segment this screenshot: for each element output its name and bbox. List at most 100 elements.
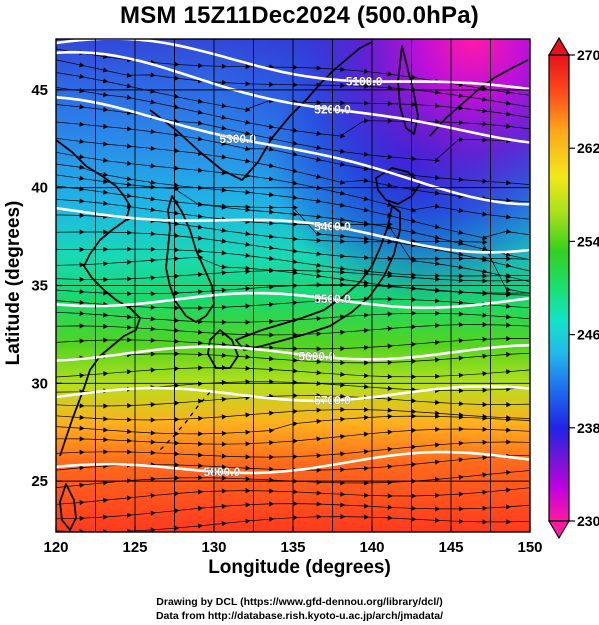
wind-arrowhead [482,455,488,461]
wind-arrowhead [79,88,85,94]
wind-arrowhead [268,146,275,152]
wind-arrowhead [506,519,512,525]
wind-arrowhead [506,427,512,433]
wind-arrowhead [411,374,417,380]
wind-arrowhead [482,268,488,274]
wind-arrowhead [174,75,180,81]
wind-arrowhead [435,288,441,294]
wind-arrowhead [127,528,133,532]
wind-arrowhead [340,269,346,275]
wind-arrowhead [292,211,298,217]
wind-arrowhead [150,326,156,332]
wind-arrowhead [126,72,132,78]
wind-arrowhead [292,194,298,200]
wind-arrowhead [198,452,204,458]
wind-arrowhead [198,431,204,437]
wind-arrowhead [316,501,322,507]
wind-arrowhead [387,407,393,413]
wind-arrowhead [411,444,417,450]
wind-arrowhead [79,62,85,68]
wind-arrowhead [150,231,156,237]
wind-arrowhead [340,276,346,282]
wind-arrowhead [482,239,488,245]
wind-arrowhead [340,502,346,508]
wind-arrowhead [435,339,441,345]
wind-arrowhead [458,256,464,262]
wind-arrowhead [198,271,204,278]
wind-arrowhead [127,403,133,409]
wind-arrowhead [127,291,133,297]
wind-arrowhead [458,120,464,126]
wind-arrowhead [458,491,464,497]
wind-arrowhead [435,517,441,523]
wind-arrowhead [103,123,109,129]
wind-arrowhead [150,304,156,310]
wind-arrowhead [245,81,251,87]
wind-arrowhead [198,248,204,254]
wind-arrowhead [458,474,464,480]
wind-arrowhead [103,200,109,206]
wind-arrowhead [221,430,227,436]
wind-arrowhead [269,345,275,351]
wind-arrowhead [174,221,180,227]
wind-arrowhead [435,442,441,448]
wind-arrowhead [292,248,298,254]
wind-arrowhead [79,403,85,409]
wind-arrowhead [482,273,488,279]
wind-arrowhead [174,338,180,344]
wind-arrowhead [221,79,227,86]
wind-arrowhead [269,428,275,434]
wind-arrowhead [150,316,156,322]
wind-arrowhead [506,415,512,421]
wind-arrowhead [293,82,298,88]
wind-arrowhead [174,317,180,323]
wind-arrowhead [174,366,180,372]
wind-arrowhead [79,73,85,79]
wind-arrowhead [150,430,156,436]
wind-arrowhead [316,346,322,352]
wind-arrowhead [482,246,488,252]
wind-arrowhead [435,506,441,512]
wind-arrowhead [506,256,512,262]
wind-arrowhead [340,467,346,473]
colorbar-tick-label: 246 [577,327,599,343]
wind-arrowhead [506,322,512,328]
wind-arrowhead [387,118,393,124]
wind-arrowhead [79,414,85,421]
wind-arrowhead [245,441,251,447]
wind-arrowhead [268,163,275,169]
wind-arrowhead [292,221,298,227]
wind-arrowhead [340,480,346,486]
wind-arrowhead [245,146,251,152]
wind-arrowhead [505,228,512,234]
wind-arrowhead [458,93,464,99]
wind-arrowhead [268,176,275,182]
wind-arrowhead [79,262,85,268]
wind-arrowhead [103,497,109,503]
wind-arrowhead [434,89,441,95]
wind-arrowhead [410,229,417,235]
wind-arrowhead [174,233,180,239]
wind-arrowhead [506,123,512,129]
colorbar-ticks: 270 262 254 246 238 230 [569,47,599,529]
wind-arrowhead [435,426,441,432]
wind-arrowhead [434,203,441,209]
wind-arrowhead [340,66,346,72]
colorbar-body [548,54,570,522]
wind-arrowhead [316,268,322,274]
wind-arrowhead [482,439,488,445]
wind-arrowhead [127,230,133,236]
wind-arrowhead [506,402,512,408]
wind-arrowhead [197,98,204,104]
wind-arrowhead [387,504,393,510]
wind-arrowhead [316,453,322,459]
wind-arrowhead [458,388,464,394]
wind-arrowhead [150,476,156,482]
wind-arrowhead [505,273,512,279]
wind-arrowhead [102,92,109,98]
wind-arrowhead [458,277,464,283]
wind-arrowhead [198,167,204,173]
wind-arrowhead [340,329,346,335]
wind-arrowhead [126,126,133,132]
wind-arrowhead [316,298,322,304]
